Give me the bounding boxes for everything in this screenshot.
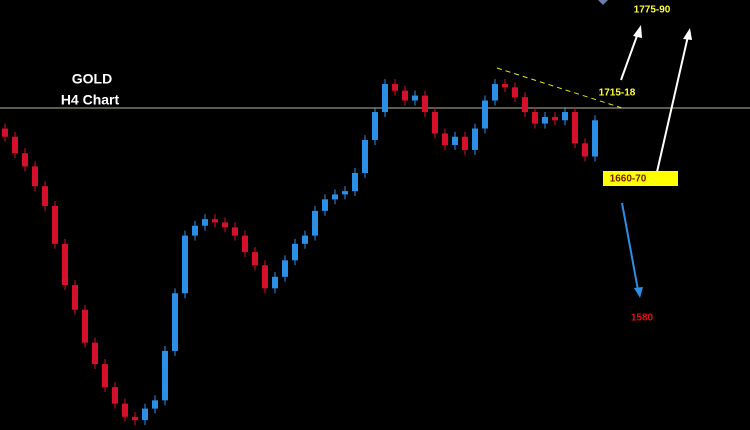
candle-body (202, 219, 208, 226)
candle-body (382, 84, 388, 113)
candle-body (92, 342, 98, 365)
support-box (603, 171, 678, 186)
candle-body (572, 112, 578, 144)
candle-body (252, 252, 258, 266)
candle-body (522, 97, 528, 113)
candle-body (192, 225, 198, 236)
arrow (656, 35, 689, 173)
candle-body (392, 84, 398, 91)
candle-body (452, 136, 458, 145)
arrowhead (683, 28, 692, 40)
arrowhead (633, 25, 642, 38)
candle-body (472, 128, 478, 150)
candle-body (122, 403, 128, 417)
candle-body (12, 136, 18, 154)
candle-body (142, 408, 148, 421)
candle-body (172, 293, 178, 351)
candle-body (112, 387, 118, 404)
candle-body (432, 112, 438, 134)
candle-body (502, 84, 508, 88)
candle-body (412, 95, 418, 101)
candle-body (212, 219, 218, 223)
candle-body (422, 95, 428, 113)
support-label: 1660-70 (610, 174, 647, 185)
candle-body (132, 416, 138, 421)
chart-title: GOLD (72, 71, 112, 87)
candle-body (512, 87, 518, 98)
candle-body (42, 186, 48, 206)
candle-body (532, 112, 538, 124)
candle-body (552, 116, 558, 121)
candle-body (152, 400, 158, 409)
candle-body (242, 235, 248, 253)
candle-body (32, 166, 38, 187)
candle-body (312, 210, 318, 236)
scroll-marker (598, 0, 608, 5)
candle-body (542, 116, 548, 124)
candle-body (82, 309, 88, 343)
arrow (620, 32, 639, 81)
chart-subtitle: H4 Chart (61, 92, 120, 108)
candle-body (282, 260, 288, 277)
resistance-label: 1715-18 (599, 88, 636, 99)
candle-body (482, 100, 488, 129)
candle-body (22, 153, 28, 167)
candle-body (562, 112, 568, 121)
candle-body (592, 120, 598, 157)
candle-body (322, 199, 328, 211)
candle-body (272, 276, 278, 289)
candle-body (222, 222, 228, 228)
candle-body (332, 194, 338, 200)
candle-body (52, 205, 58, 244)
candle-body (72, 285, 78, 310)
candle-body (582, 143, 588, 157)
downside-label: 1580 (631, 313, 654, 324)
candle-body (102, 364, 108, 388)
candles (2, 79, 598, 426)
target-label: 1775-90 (634, 5, 671, 16)
candle-body (292, 243, 298, 261)
candle-body (492, 84, 498, 101)
candle-body (402, 90, 408, 101)
candle-body (372, 112, 378, 141)
candle-body (342, 191, 348, 195)
candle-body (2, 128, 8, 137)
candle-body (352, 172, 358, 192)
candle-body (162, 350, 168, 401)
arrowhead (634, 287, 643, 298)
candle-body (262, 265, 268, 289)
candle-body (232, 227, 238, 236)
candle-body (442, 133, 448, 145)
candle-body (182, 235, 188, 294)
candle-body (302, 235, 308, 244)
candle-body (462, 136, 468, 150)
candle-body (362, 140, 368, 173)
trend-line (496, 67, 623, 109)
arrow (621, 202, 639, 291)
arrows (620, 25, 692, 298)
candle-body (62, 243, 68, 286)
